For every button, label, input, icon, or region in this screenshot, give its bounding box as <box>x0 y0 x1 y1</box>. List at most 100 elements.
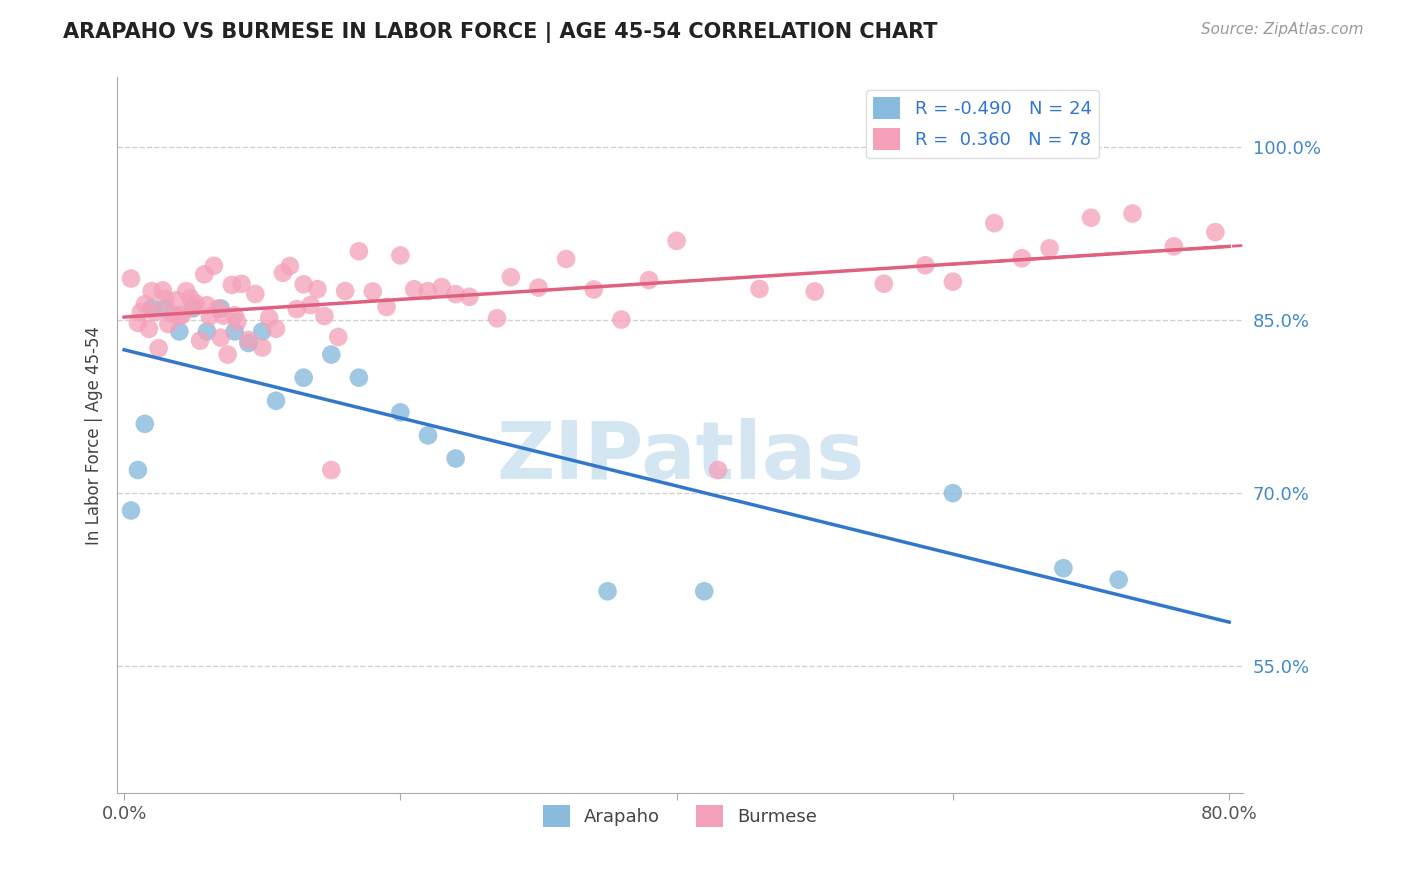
Point <box>264 322 287 336</box>
Point <box>555 252 578 266</box>
Point <box>271 266 294 280</box>
Point <box>134 417 156 431</box>
Point <box>444 451 467 466</box>
Point <box>129 305 152 319</box>
Point <box>430 280 453 294</box>
Point <box>157 317 180 331</box>
Point <box>209 331 232 345</box>
Point <box>221 277 243 292</box>
Point <box>942 275 965 289</box>
Point <box>983 216 1005 230</box>
Point <box>873 277 896 291</box>
Point <box>333 284 356 298</box>
Text: Source: ZipAtlas.com: Source: ZipAtlas.com <box>1201 22 1364 37</box>
Point <box>321 463 343 477</box>
Point <box>184 296 207 310</box>
Point <box>914 258 936 272</box>
Point <box>1121 206 1143 220</box>
Point <box>224 308 246 322</box>
Point <box>693 584 716 599</box>
Legend: Arapaho, Burmese: Arapaho, Burmese <box>536 798 825 834</box>
Point <box>389 405 412 419</box>
Point <box>179 291 201 305</box>
Point <box>252 341 274 355</box>
Point <box>444 287 467 301</box>
Point <box>195 298 218 312</box>
Point <box>1204 225 1226 239</box>
Point <box>803 285 825 299</box>
Point <box>486 311 509 326</box>
Point <box>195 325 218 339</box>
Point <box>1039 241 1062 255</box>
Point <box>141 301 163 316</box>
Point <box>231 277 253 291</box>
Point <box>166 293 188 307</box>
Point <box>321 347 343 361</box>
Point <box>596 584 619 599</box>
Point <box>224 325 246 339</box>
Point <box>610 312 633 326</box>
Point <box>134 297 156 311</box>
Point <box>292 277 315 292</box>
Point <box>252 325 274 339</box>
Point <box>152 283 174 297</box>
Point <box>138 322 160 336</box>
Point <box>1052 561 1074 575</box>
Point <box>127 316 149 330</box>
Point <box>141 284 163 298</box>
Point <box>188 334 211 348</box>
Point <box>347 244 370 259</box>
Text: ZIPatlas: ZIPatlas <box>496 417 865 496</box>
Point <box>226 315 249 329</box>
Point <box>1080 211 1102 225</box>
Point <box>375 300 398 314</box>
Point <box>328 330 350 344</box>
Point <box>172 308 194 322</box>
Point <box>120 503 142 517</box>
Point <box>278 259 301 273</box>
Point <box>1011 252 1033 266</box>
Point <box>638 273 661 287</box>
Point <box>347 370 370 384</box>
Point <box>942 486 965 500</box>
Point <box>665 234 688 248</box>
Point <box>181 301 204 316</box>
Point <box>307 282 329 296</box>
Point <box>238 336 260 351</box>
Point <box>361 285 384 299</box>
Point <box>292 370 315 384</box>
Point <box>527 280 550 294</box>
Point <box>169 325 191 339</box>
Point <box>155 292 177 306</box>
Point <box>148 341 170 355</box>
Point <box>155 301 177 316</box>
Point <box>120 271 142 285</box>
Point <box>217 348 239 362</box>
Point <box>174 284 197 298</box>
Point <box>212 309 235 323</box>
Point <box>127 463 149 477</box>
Point <box>245 287 267 301</box>
Point <box>193 268 215 282</box>
Point <box>416 284 439 298</box>
Point <box>181 300 204 314</box>
Point <box>169 309 191 323</box>
Point <box>143 305 166 319</box>
Point <box>1163 239 1185 253</box>
Point <box>162 307 184 321</box>
Point <box>582 283 605 297</box>
Point <box>1108 573 1130 587</box>
Point <box>748 282 770 296</box>
Point <box>202 259 225 273</box>
Point <box>707 463 730 477</box>
Point <box>458 290 481 304</box>
Point <box>198 310 221 324</box>
Point <box>404 282 426 296</box>
Point <box>264 393 287 408</box>
Point <box>499 270 522 285</box>
Point <box>207 301 229 316</box>
Point <box>389 248 412 262</box>
Point <box>299 298 322 312</box>
Point <box>238 333 260 347</box>
Point <box>257 310 280 325</box>
